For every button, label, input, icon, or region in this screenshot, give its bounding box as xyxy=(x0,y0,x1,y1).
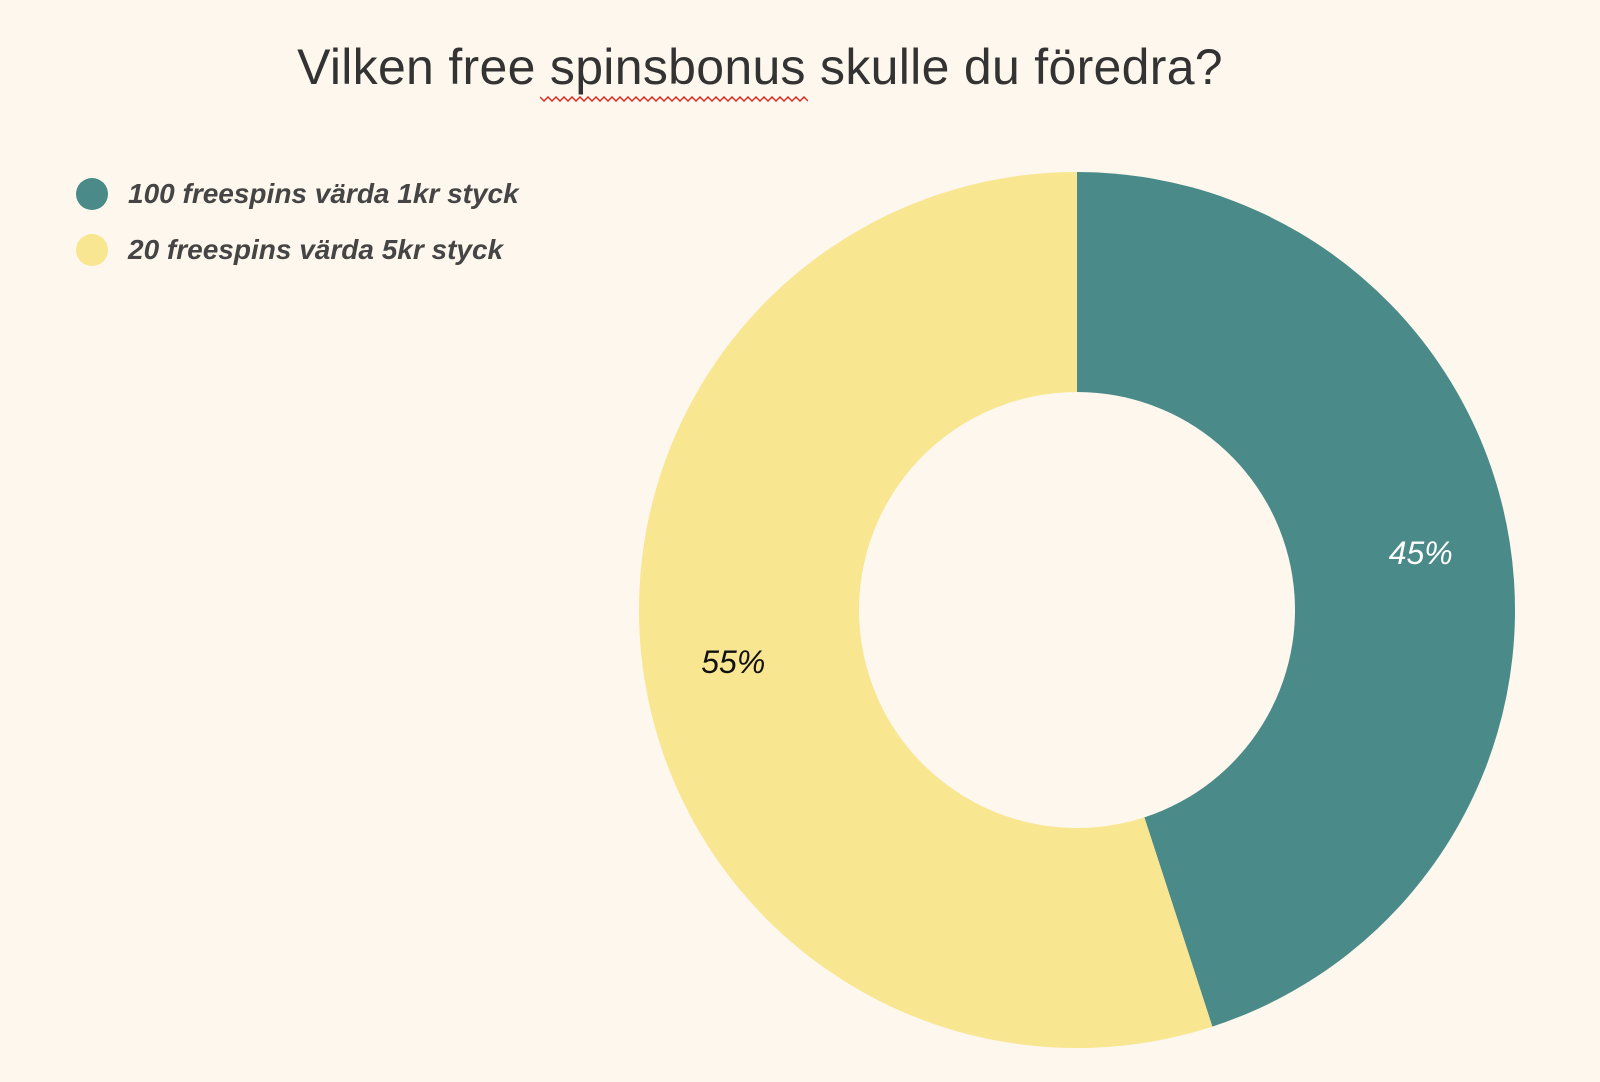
donut-slice[interactable] xyxy=(638,172,1213,1048)
legend-swatch-icon xyxy=(76,234,108,266)
donut-slice[interactable] xyxy=(1077,172,1515,1027)
legend-label: 100 freespins värda 1kr styck xyxy=(128,178,519,209)
legend-swatch-icon xyxy=(76,178,108,210)
chart-title: Vilken free spinsbonus skulle du föredra… xyxy=(297,39,1223,95)
legend-item[interactable]: 100 freespins värda 1kr styck xyxy=(76,166,519,222)
slice-value-label: 55% xyxy=(701,644,765,680)
legend: 100 freespins värda 1kr styck 20 freespi… xyxy=(76,166,519,278)
slice-value-label: 45% xyxy=(1389,535,1453,571)
legend-item[interactable]: 20 freespins värda 5kr styck xyxy=(76,222,519,278)
spellcheck-underline xyxy=(540,96,808,102)
legend-label: 20 freespins värda 5kr styck xyxy=(128,234,504,265)
